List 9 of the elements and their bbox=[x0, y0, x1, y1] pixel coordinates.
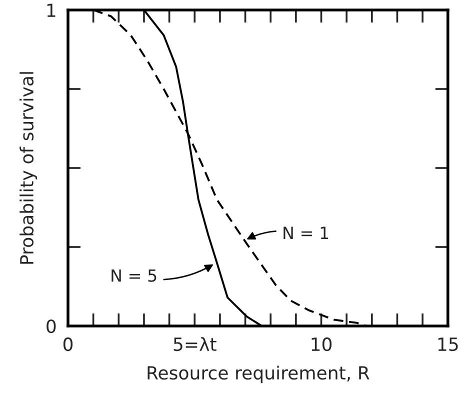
x-tick-label: 15 bbox=[438, 338, 458, 352]
x-tick-label: 0 bbox=[63, 337, 73, 352]
x-axis-title: Resource requirement, R bbox=[148, 366, 370, 384]
annotation: N = 5 bbox=[112, 269, 156, 282]
y-tick-label: 1 bbox=[47, 4, 56, 17]
y-axis-title: Probability of survival bbox=[20, 72, 38, 264]
x-tick-label: 5=λt bbox=[174, 337, 216, 352]
x-tick-label: 10 bbox=[312, 337, 332, 352]
annotation: N = 1 bbox=[284, 226, 328, 239]
